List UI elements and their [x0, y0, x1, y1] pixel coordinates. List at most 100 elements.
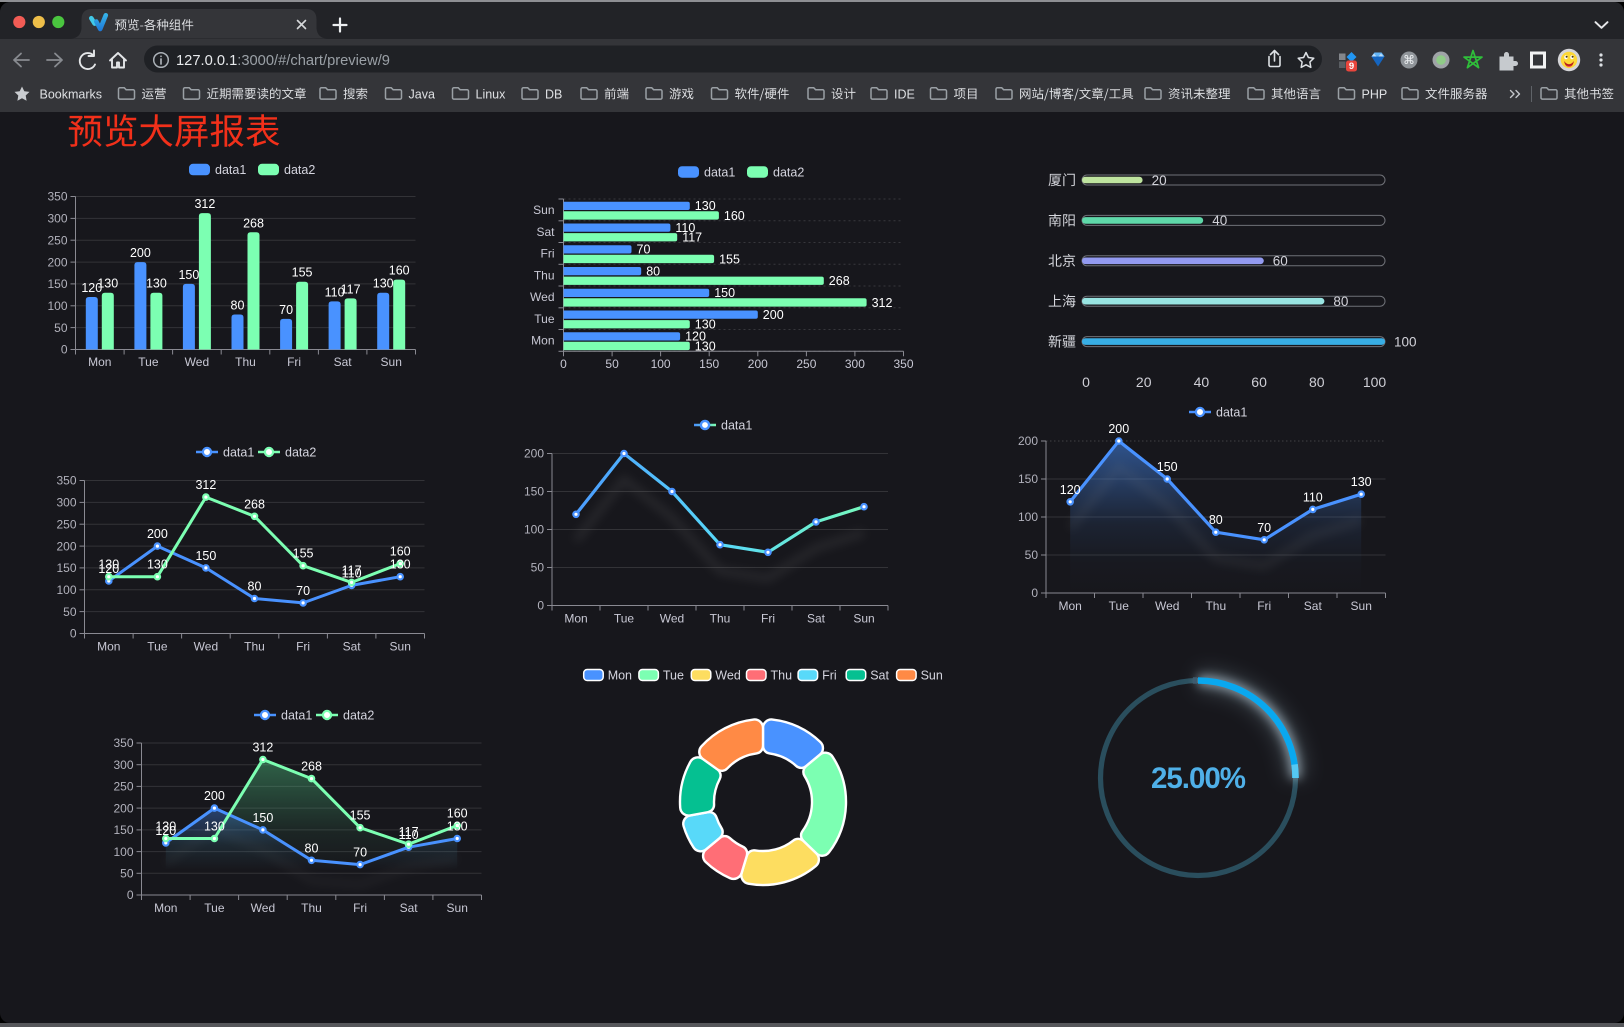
svg-text:100: 100 [1394, 334, 1417, 349]
svg-text:250: 250 [56, 517, 76, 531]
svg-text:350: 350 [47, 190, 67, 204]
svg-text:9: 9 [1349, 61, 1354, 72]
svg-text:Sun: Sun [447, 901, 468, 915]
svg-text:200: 200 [763, 308, 784, 322]
svg-text:PHP: PHP [1362, 87, 1388, 101]
svg-text:Java: Java [409, 87, 435, 101]
svg-text:Mon: Mon [88, 355, 111, 369]
svg-text:130: 130 [373, 277, 394, 291]
svg-text:data1: data1 [215, 163, 246, 177]
svg-text:Sat: Sat [400, 901, 419, 915]
svg-text:Wed: Wed [715, 668, 741, 682]
svg-text:100: 100 [651, 357, 671, 371]
svg-text:Tue: Tue [138, 355, 159, 369]
svg-text:80: 80 [305, 841, 319, 855]
svg-text:0: 0 [1082, 374, 1090, 390]
svg-text:0: 0 [537, 599, 544, 613]
svg-text:130: 130 [1351, 475, 1372, 489]
svg-text:Tue: Tue [534, 312, 555, 326]
svg-text:200: 200 [1108, 422, 1129, 436]
svg-text:data2: data2 [343, 708, 374, 722]
svg-text:100: 100 [524, 523, 544, 537]
svg-text:Mon: Mon [564, 612, 587, 626]
svg-text:IDE: IDE [894, 87, 915, 101]
svg-text:Thu: Thu [301, 901, 322, 915]
svg-text:Wed: Wed [530, 290, 554, 304]
svg-text:200: 200 [113, 801, 133, 815]
svg-text:Sat: Sat [334, 355, 353, 369]
svg-text:120: 120 [81, 281, 102, 295]
svg-text:80: 80 [1333, 294, 1348, 309]
svg-text:Fri: Fri [541, 247, 555, 261]
svg-text:Thu: Thu [235, 355, 256, 369]
svg-text:70: 70 [279, 303, 293, 317]
svg-text:117: 117 [342, 563, 362, 577]
svg-text:data1: data1 [704, 165, 735, 179]
svg-text:117: 117 [399, 825, 419, 839]
svg-text:data1: data1 [721, 418, 752, 432]
svg-text:268: 268 [301, 760, 322, 774]
svg-text:40: 40 [1212, 213, 1227, 228]
svg-text:130: 130 [147, 558, 168, 572]
svg-text:Fri: Fri [353, 901, 367, 915]
svg-text:50: 50 [531, 561, 545, 575]
svg-text:50: 50 [54, 321, 68, 335]
svg-text:312: 312 [872, 296, 893, 310]
svg-text:155: 155 [719, 252, 740, 266]
svg-text:20: 20 [1136, 374, 1152, 390]
svg-text:312: 312 [195, 478, 216, 492]
svg-text:150: 150 [47, 277, 67, 291]
svg-text:Tue: Tue [663, 668, 684, 682]
svg-text:268: 268 [829, 274, 850, 288]
svg-text:130: 130 [695, 339, 716, 353]
svg-text:100: 100 [56, 583, 76, 597]
svg-text:268: 268 [244, 497, 265, 511]
svg-text:Mon: Mon [154, 901, 177, 915]
svg-text:0: 0 [70, 627, 77, 641]
svg-text:150: 150 [252, 811, 273, 825]
svg-text:50: 50 [120, 867, 134, 881]
svg-text:200: 200 [147, 527, 168, 541]
svg-text:50: 50 [605, 357, 619, 371]
svg-text:100: 100 [1018, 510, 1038, 524]
svg-text:350: 350 [113, 736, 133, 750]
svg-text:127.0.0.1:3000/#/chart/preview: 127.0.0.1:3000/#/chart/preview/9 [176, 53, 390, 69]
svg-text:130: 130 [146, 277, 167, 291]
svg-text:150: 150 [113, 823, 133, 837]
svg-text:100: 100 [113, 845, 133, 859]
svg-text:100: 100 [1363, 374, 1387, 390]
svg-text:Sun: Sun [381, 355, 402, 369]
svg-text:Fri: Fri [1257, 599, 1271, 613]
svg-text:300: 300 [845, 357, 865, 371]
svg-text:110: 110 [342, 566, 362, 580]
svg-text:25.00%: 25.00% [1151, 762, 1246, 795]
svg-text:120: 120 [155, 824, 176, 838]
svg-text:data1: data1 [281, 708, 312, 722]
svg-text:130: 130 [204, 820, 225, 834]
svg-text:130: 130 [695, 199, 716, 213]
svg-text:Sun: Sun [921, 668, 943, 682]
svg-text:200: 200 [47, 255, 67, 269]
svg-text:130: 130 [98, 558, 119, 572]
svg-text:Tue: Tue [1109, 599, 1130, 613]
svg-text:150: 150 [178, 268, 199, 282]
svg-text:250: 250 [47, 233, 67, 247]
svg-text:DB: DB [545, 87, 562, 101]
svg-text:Mon: Mon [531, 334, 554, 348]
svg-text:150: 150 [195, 549, 216, 563]
svg-text:Wed: Wed [185, 355, 209, 369]
svg-text:Sun: Sun [533, 203, 554, 217]
svg-text:200: 200 [1018, 434, 1038, 448]
svg-text:data1: data1 [223, 445, 254, 459]
svg-text:200: 200 [56, 539, 76, 553]
svg-text:20: 20 [1152, 173, 1167, 188]
svg-text:70: 70 [1257, 521, 1271, 535]
svg-text:200: 200 [524, 447, 544, 461]
svg-text:155: 155 [350, 809, 371, 823]
svg-text:155: 155 [293, 547, 314, 561]
svg-text:data2: data2 [773, 165, 804, 179]
svg-text:150: 150 [1157, 460, 1178, 474]
svg-text:110: 110 [1303, 490, 1323, 504]
svg-text:Fri: Fri [287, 355, 301, 369]
svg-text:Sat: Sat [343, 640, 362, 654]
